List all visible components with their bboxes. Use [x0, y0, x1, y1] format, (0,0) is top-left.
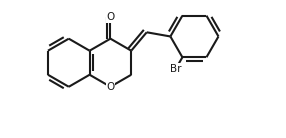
Text: O: O [106, 82, 115, 92]
Text: O: O [106, 12, 115, 22]
Text: Br: Br [170, 64, 182, 74]
